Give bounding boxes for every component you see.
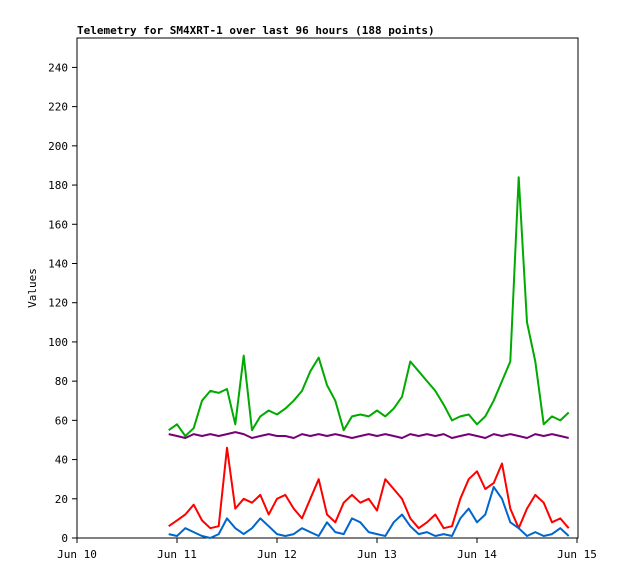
y-tick-label: 100 bbox=[48, 336, 68, 349]
x-tick-label: Jun 12 bbox=[257, 548, 297, 561]
y-tick-label: 120 bbox=[48, 297, 68, 310]
series-line-green bbox=[168, 176, 570, 437]
chart-title: Telemetry for SM4XRT-1 over last 96 hour… bbox=[77, 24, 435, 37]
y-axis-label: Values bbox=[26, 268, 39, 308]
x-tick-label: Jun 15 bbox=[557, 548, 597, 561]
y-tick-label: 40 bbox=[55, 454, 68, 467]
plot-frame bbox=[76, 37, 579, 539]
y-tick-label: 200 bbox=[48, 140, 68, 153]
x-tick-label: Jun 11 bbox=[157, 548, 197, 561]
x-tick-label: Jun 13 bbox=[357, 548, 397, 561]
y-tick-label: 240 bbox=[48, 61, 68, 74]
x-axis: Jun 10 Jun 11 Jun 12 Jun 13 Jun 14 Jun 15 bbox=[57, 538, 597, 561]
y-tick-label: 80 bbox=[55, 375, 68, 388]
y-tick-label: 20 bbox=[55, 493, 68, 506]
x-tick-label: Jun 14 bbox=[457, 548, 497, 561]
series-line-blue bbox=[168, 486, 570, 539]
y-tick-label: 220 bbox=[48, 101, 68, 114]
x-tick-label: Jun 10 bbox=[57, 548, 97, 561]
y-tick-label: 140 bbox=[48, 257, 68, 270]
series-line-purple bbox=[168, 431, 569, 439]
y-tick-label: 60 bbox=[55, 414, 68, 427]
y-tick-label: 0 bbox=[61, 532, 68, 545]
series-lines bbox=[168, 176, 570, 539]
y-tick-label: 180 bbox=[48, 179, 68, 192]
series-line-red bbox=[168, 446, 570, 530]
y-axis: 0 20 40 60 80 100 120 140 160 180 200 220 240 bbox=[48, 61, 77, 545]
y-tick-label: 160 bbox=[48, 218, 68, 231]
